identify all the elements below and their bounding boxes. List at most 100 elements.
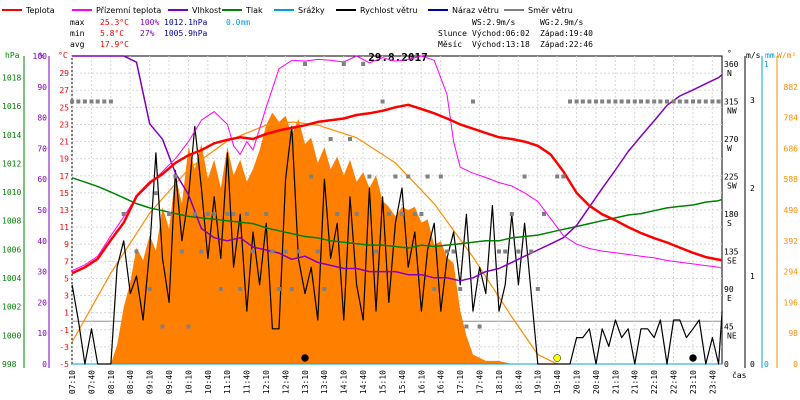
- tick-deg: 315: [724, 98, 739, 107]
- solar-radiation-fill: [72, 112, 723, 364]
- tick-dir: SW: [727, 182, 737, 191]
- tick-hpa: 1002: [2, 303, 21, 312]
- tick-time: 15:40: [398, 370, 407, 394]
- tick-deg: 90: [724, 285, 734, 294]
- wind-direction-point: [626, 99, 631, 104]
- tick-time: 17:40: [475, 370, 484, 394]
- wind-direction-point: [70, 99, 75, 104]
- tick-wm: 588: [784, 175, 799, 184]
- info-moonrise: Východ:13:18: [472, 40, 530, 49]
- wind-direction-point: [406, 174, 411, 179]
- tick-deg: 45: [724, 323, 734, 332]
- tick-ms: 3: [750, 96, 755, 105]
- wind-direction-point: [179, 249, 184, 254]
- wind-direction-point: [639, 99, 643, 104]
- tick-time: 14:10: [340, 370, 349, 394]
- tick-time: 21:40: [631, 370, 640, 394]
- wind-direction-point: [82, 99, 87, 104]
- info-sunset: Západ:19:40: [540, 29, 593, 38]
- wind-direction-points: [70, 62, 721, 329]
- wind-direction-point: [522, 174, 527, 179]
- solar-radiation-area: [72, 112, 723, 364]
- tick-wm: 882: [784, 83, 799, 92]
- tick-deg: 135: [724, 248, 739, 257]
- ground-temperature-line: [71, 55, 723, 272]
- wind-direction-point: [516, 249, 521, 254]
- wind-speed-line: [71, 125, 723, 365]
- stats-max-temp: 25.3°C: [100, 18, 129, 27]
- info-moonset: Západ:22:46: [540, 40, 593, 49]
- wind-direction-point: [231, 212, 236, 216]
- tick-temp: -1: [59, 326, 69, 335]
- wind-direction-point: [315, 249, 320, 254]
- tick-temp: 29: [59, 69, 69, 78]
- wind-direction-point: [619, 99, 624, 104]
- wind-direction-point: [703, 99, 708, 104]
- tick-time: 13:40: [320, 370, 329, 394]
- wind-direction-point: [270, 249, 275, 254]
- tick-pct: 50: [37, 206, 47, 215]
- tick-time: 10:40: [204, 370, 213, 394]
- tick-dir: NW: [727, 107, 737, 116]
- tick-time: 21:10: [611, 370, 620, 394]
- axis-deg-label: °: [727, 49, 732, 58]
- wind-direction-point: [186, 324, 191, 329]
- pressure-line: [71, 177, 723, 249]
- wind-direction-point: [102, 99, 107, 104]
- wind-direction-point: [283, 249, 288, 254]
- tick-hpa: 1014: [2, 131, 21, 140]
- tick-deg: 360: [724, 60, 739, 69]
- legend-label: Vlhkost: [192, 6, 221, 15]
- event-markers: [301, 354, 697, 362]
- wind-direction-point: [160, 324, 165, 329]
- stats-max-rain: 0.0mm: [226, 18, 250, 27]
- wind-direction-point: [108, 99, 113, 104]
- tick-temp: 1: [64, 309, 69, 318]
- tick-temp: 3: [64, 292, 69, 301]
- axis-wm-label: W/m²: [777, 51, 796, 60]
- wind-direction-point: [218, 287, 223, 291]
- wind-direction-point: [503, 249, 508, 254]
- wind-direction-point: [568, 99, 572, 104]
- stats-max-hum: 100%: [140, 18, 159, 27]
- wind-direction-point: [309, 174, 314, 179]
- info-sunrise: Východ:06:02: [472, 29, 530, 38]
- wind-direction-point: [561, 174, 566, 179]
- wind-direction-point: [432, 287, 437, 291]
- wind-direction-point: [173, 174, 178, 179]
- wind-direction-point: [600, 99, 605, 104]
- wind-direction-point: [477, 324, 482, 329]
- axis-mm-label: mm: [765, 51, 775, 60]
- wind-direction-point: [277, 287, 281, 291]
- wind-direction-point: [445, 249, 449, 254]
- wind-direction-point: [393, 174, 398, 179]
- info-wg: WG:2.9m/s: [540, 18, 584, 27]
- tick-time: 07:10: [68, 370, 77, 394]
- tick-ms: 2: [750, 184, 755, 193]
- tick-temp: 11: [59, 223, 69, 232]
- tick-time: 23:10: [689, 370, 698, 394]
- stats-avg-label: avg: [70, 40, 85, 49]
- stats-max-label: max: [70, 18, 85, 27]
- tick-dir: E: [727, 294, 732, 303]
- wind-direction-point: [652, 99, 657, 104]
- wind-direction-point: [684, 99, 689, 104]
- wind-direction-point: [328, 137, 333, 141]
- tick-pct: 80: [37, 114, 47, 123]
- wind-direction-point: [121, 212, 126, 216]
- tick-ms: 1: [750, 272, 755, 281]
- info-moon-label: Měsíc: [438, 40, 462, 49]
- tick-hpa: 1008: [2, 217, 21, 226]
- wind-direction-point: [555, 174, 560, 179]
- stats-block: max 25.3°C 100% 1012.1hPa 0.0mm min 5.8°…: [70, 18, 250, 49]
- axis-pct-label: %: [39, 51, 44, 60]
- wind-direction-point: [76, 99, 81, 104]
- wind-direction-point: [153, 191, 158, 196]
- legend-label: Směr větru: [528, 6, 573, 15]
- tick-temp: 5: [64, 274, 69, 283]
- wind-direction-point: [697, 99, 702, 104]
- tick-deg: 225: [724, 173, 739, 182]
- event-marker: [553, 354, 561, 362]
- tick-hpa: 1006: [2, 245, 21, 254]
- tick-ms: 0: [750, 360, 755, 369]
